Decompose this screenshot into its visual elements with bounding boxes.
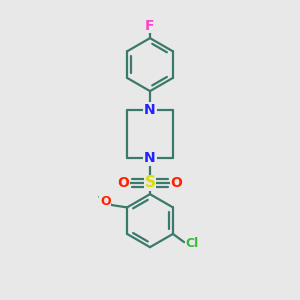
Text: N: N xyxy=(144,103,156,117)
Text: O: O xyxy=(118,176,129,190)
Text: N: N xyxy=(144,151,156,165)
Text: Cl: Cl xyxy=(186,237,199,250)
Text: O: O xyxy=(100,195,111,208)
Text: O: O xyxy=(171,176,182,190)
Text: F: F xyxy=(145,19,155,33)
Text: S: S xyxy=(145,176,155,190)
